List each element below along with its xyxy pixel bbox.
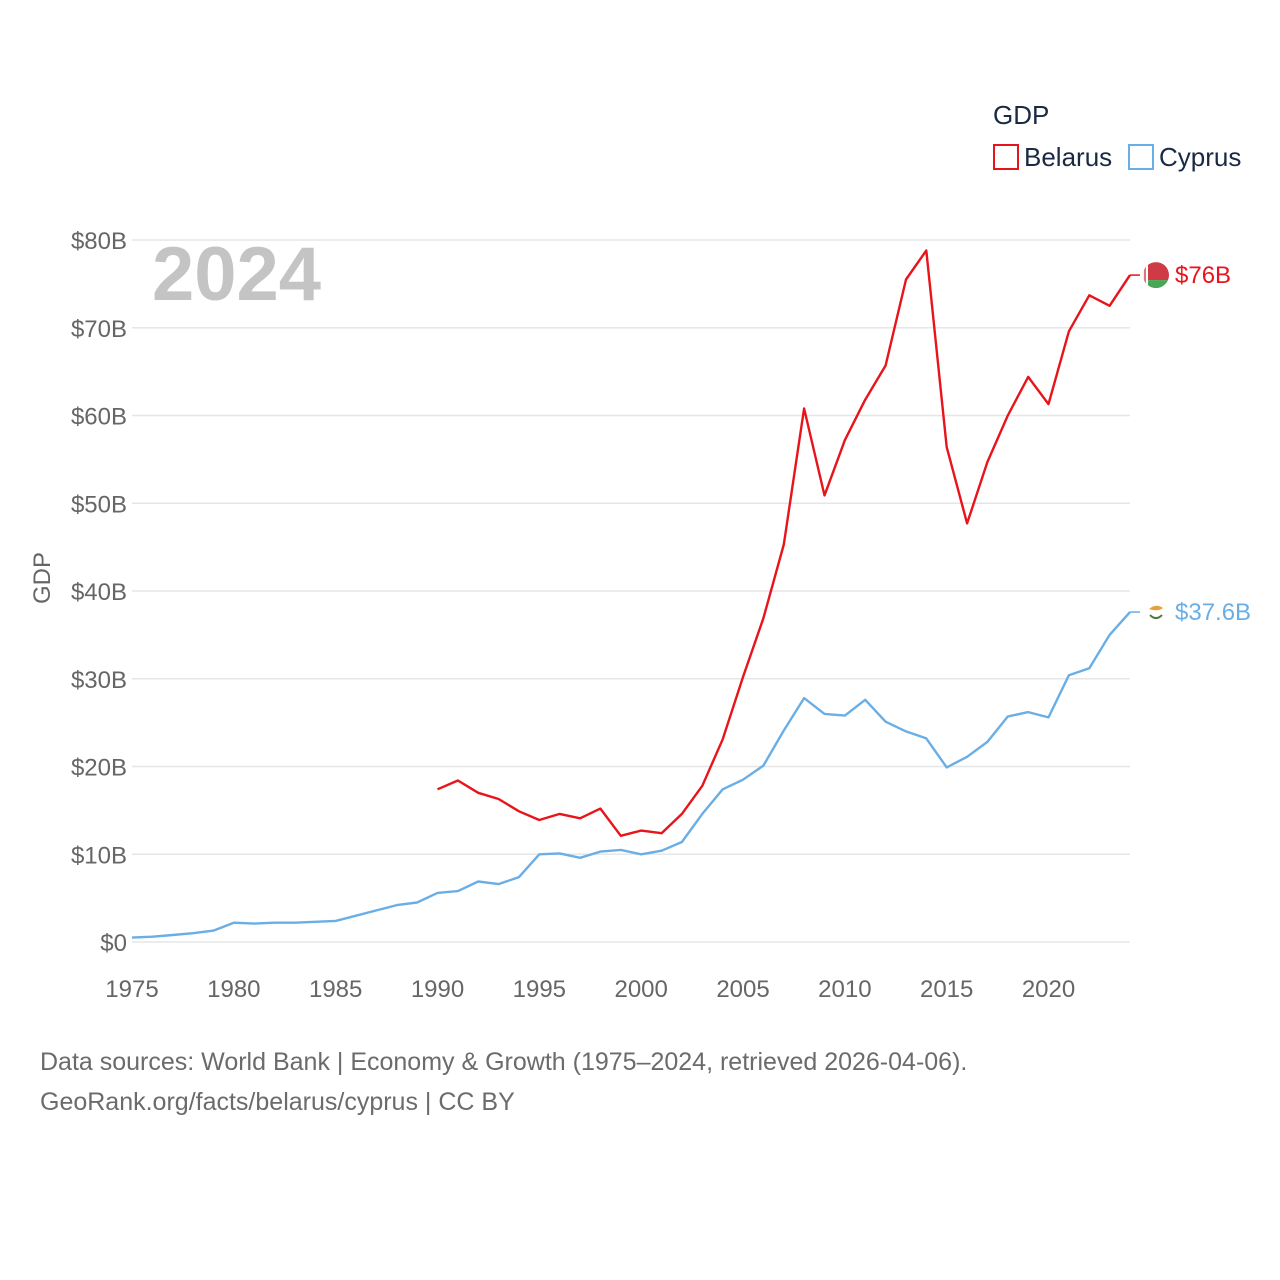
y-tick-label: $40B xyxy=(71,579,127,606)
year-watermark: 2024 xyxy=(152,232,321,317)
y-tick-label: $0 xyxy=(100,930,127,957)
legend-label-belarus: Belarus xyxy=(1024,142,1112,172)
x-tick-label: 2010 xyxy=(818,976,871,1003)
source-line-1: Data sources: World Bank | Economy & Gro… xyxy=(40,1048,968,1076)
end-label-belarus: $76B xyxy=(1175,262,1231,289)
y-tick-label: $50B xyxy=(71,491,127,518)
x-tick-label: 1975 xyxy=(105,976,158,1003)
legend[interactable]: GDP Belarus Cyprus xyxy=(993,100,1241,172)
gridlines xyxy=(132,239,1130,943)
series-line-cyprus xyxy=(131,611,1131,939)
x-tick-label: 1990 xyxy=(411,976,464,1003)
y-tick-label: $60B xyxy=(71,404,127,431)
y-tick-label: $20B xyxy=(71,755,127,782)
legend-label-cyprus: Cyprus xyxy=(1159,142,1241,172)
source-note: Data sources: World Bank | Economy & Gro… xyxy=(40,1042,1240,1122)
legend-swatch-belarus xyxy=(993,144,1019,170)
y-tick-label: $70B xyxy=(71,316,127,343)
y-tick-label: $30B xyxy=(71,667,127,694)
legend-title: GDP xyxy=(993,100,1049,130)
legend-item-cyprus[interactable]: Cyprus xyxy=(1128,142,1241,172)
x-tick-label: 2015 xyxy=(920,976,973,1003)
end-labels: $76B $37.6B xyxy=(1130,262,1251,626)
cyprus-flag-icon xyxy=(1144,600,1168,625)
y-tick-label: $80B xyxy=(71,228,127,255)
belarus-flag-icon xyxy=(1143,262,1169,289)
legend-item-belarus[interactable]: Belarus xyxy=(993,142,1112,172)
y-tick-label: $10B xyxy=(71,842,127,869)
x-tick-label: 2020 xyxy=(1022,976,1075,1003)
x-tick-label: 1995 xyxy=(513,976,566,1003)
x-axis-ticks: 1975 1980 1985 1990 1995 2000 2005 2010 2015 2020 xyxy=(105,976,1075,1003)
x-tick-label: 1980 xyxy=(207,976,260,1003)
x-tick-label: 2000 xyxy=(614,976,667,1003)
series-line-belarus xyxy=(437,249,1131,837)
series-lines xyxy=(131,249,1131,939)
y-axis-title: GDP xyxy=(29,552,56,604)
y-axis-ticks: $0 $10B $20B $30B $40B $50B $60B $70B $80B xyxy=(71,228,127,957)
source-line-2: GeoRank.org/facts/belarus/cyprus | CC BY xyxy=(40,1088,515,1116)
legend-swatch-cyprus xyxy=(1128,144,1154,170)
end-label-cyprus: $37.6B xyxy=(1175,599,1251,626)
x-tick-label: 2005 xyxy=(716,976,769,1003)
x-tick-label: 1985 xyxy=(309,976,362,1003)
